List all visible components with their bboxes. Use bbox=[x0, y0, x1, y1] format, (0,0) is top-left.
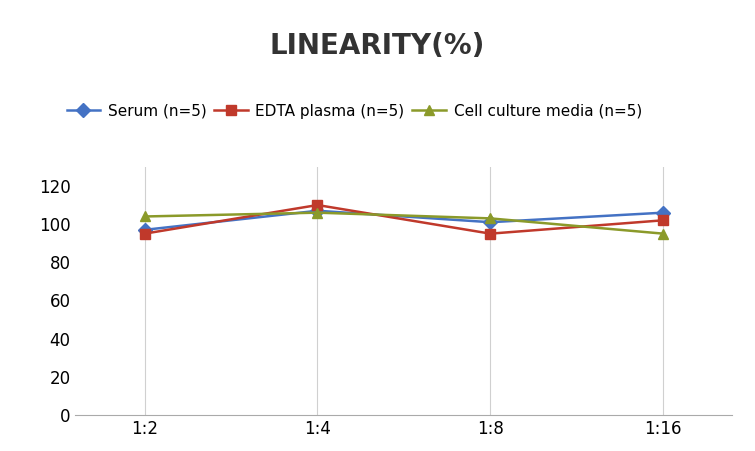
Legend: Serum (n=5), EDTA plasma (n=5), Cell culture media (n=5): Serum (n=5), EDTA plasma (n=5), Cell cul… bbox=[60, 98, 648, 125]
Cell culture media (n=5) bbox=[658, 231, 667, 236]
Cell culture media (n=5) bbox=[140, 214, 149, 219]
Serum (n=5) bbox=[658, 210, 667, 216]
Cell culture media (n=5) bbox=[313, 210, 322, 216]
EDTA plasma (n=5) bbox=[313, 202, 322, 208]
Serum (n=5) bbox=[485, 220, 495, 225]
Line: Cell culture media (n=5): Cell culture media (n=5) bbox=[140, 208, 668, 239]
EDTA plasma (n=5) bbox=[140, 231, 149, 236]
Text: LINEARITY(%): LINEARITY(%) bbox=[270, 32, 485, 60]
Line: Serum (n=5): Serum (n=5) bbox=[140, 206, 668, 235]
Cell culture media (n=5) bbox=[485, 216, 495, 221]
EDTA plasma (n=5) bbox=[658, 217, 667, 223]
Line: EDTA plasma (n=5): EDTA plasma (n=5) bbox=[140, 200, 668, 239]
Serum (n=5) bbox=[313, 208, 322, 213]
EDTA plasma (n=5) bbox=[485, 231, 495, 236]
Serum (n=5) bbox=[140, 227, 149, 233]
